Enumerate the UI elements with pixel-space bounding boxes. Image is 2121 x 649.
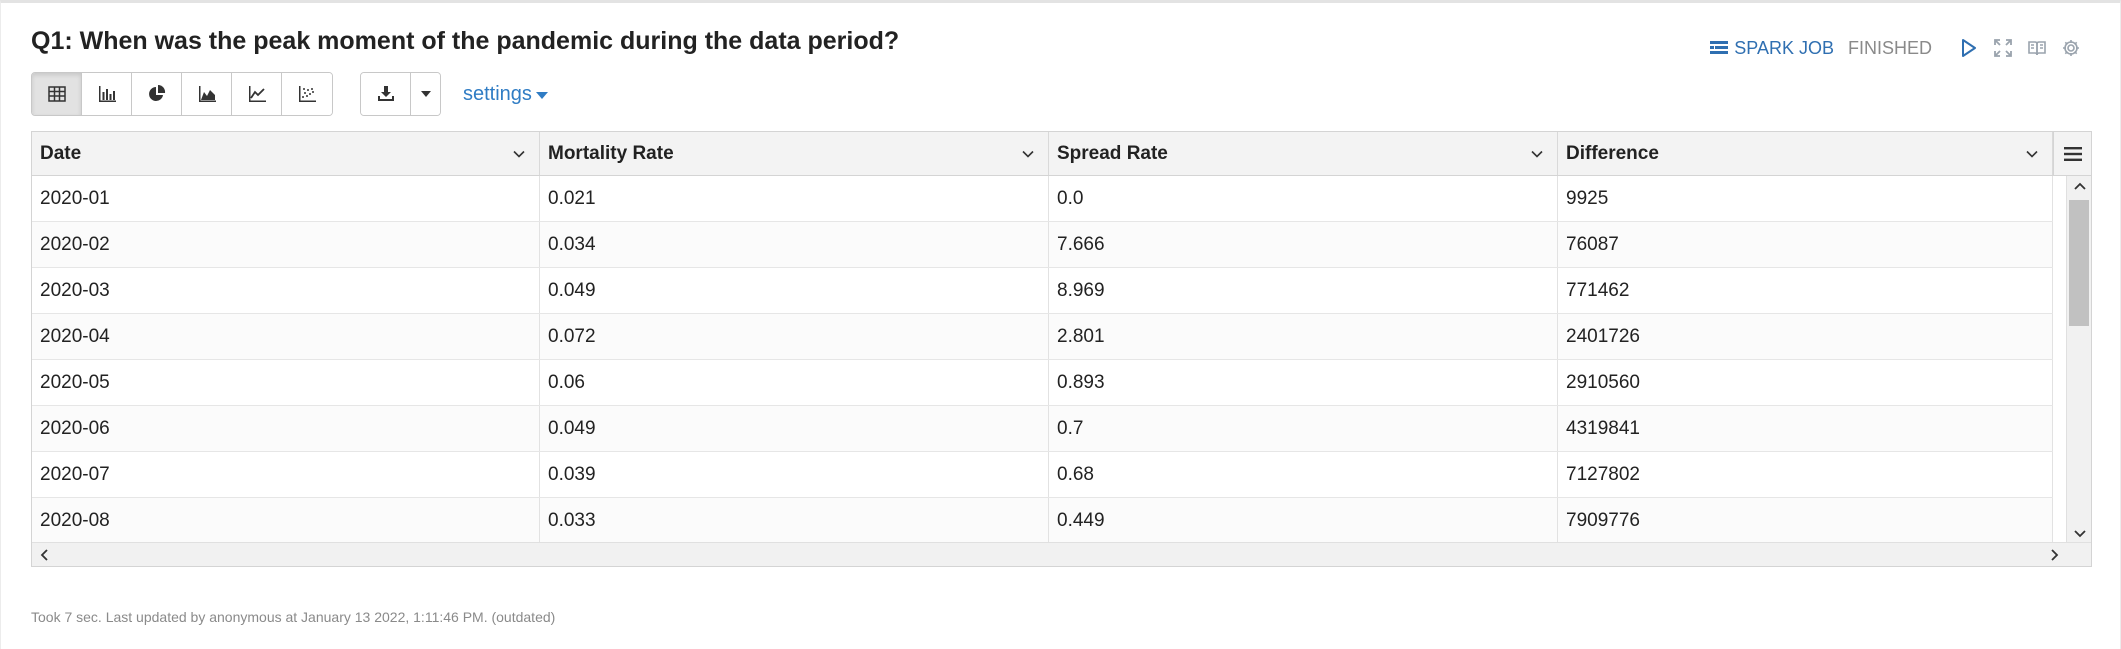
table-row: 2020-06 0.049 0.7 4319841 bbox=[32, 406, 2053, 452]
table-cell: 0.049 bbox=[540, 406, 1049, 451]
table-row: 2020-03 0.049 8.969 771462 bbox=[32, 268, 2053, 314]
table-cell: 0.072 bbox=[540, 314, 1049, 359]
table-cell: 0.049 bbox=[540, 268, 1049, 313]
chevron-down-icon[interactable] bbox=[1022, 148, 1034, 160]
caret-down-icon bbox=[420, 91, 431, 97]
area-chart-icon bbox=[198, 86, 216, 102]
column-header-difference[interactable]: Difference bbox=[1558, 132, 2053, 175]
table-cell: 2020-04 bbox=[32, 314, 540, 359]
table-cell: 9925 bbox=[1558, 176, 2053, 221]
table-cell: 2020-02 bbox=[32, 222, 540, 267]
column-header-label: Difference bbox=[1566, 142, 1659, 164]
scroll-left-icon[interactable] bbox=[32, 543, 56, 566]
table-row: 2020-01 0.021 0.0 9925 bbox=[32, 176, 2053, 222]
table-cell: 0.034 bbox=[540, 222, 1049, 267]
vertical-scroll-thumb[interactable] bbox=[2069, 200, 2089, 326]
table-cell: 0.033 bbox=[540, 498, 1049, 543]
table-row: 2020-08 0.033 0.449 7909776 bbox=[32, 498, 2053, 544]
table-cell: 0.0 bbox=[1049, 176, 1558, 221]
caret-down-icon bbox=[535, 91, 548, 99]
visualization-toolbar: settings bbox=[31, 72, 548, 116]
scroll-down-icon[interactable] bbox=[2067, 524, 2091, 544]
download-dropdown-button[interactable] bbox=[411, 73, 440, 115]
table-cell: 0.893 bbox=[1049, 360, 1558, 405]
vertical-scrollbar[interactable] bbox=[2066, 176, 2091, 544]
line-chart-button[interactable] bbox=[232, 73, 282, 115]
table-cell: 2020-05 bbox=[32, 360, 540, 405]
table-cell: 2401726 bbox=[1558, 314, 2053, 359]
table-icon bbox=[47, 86, 66, 102]
scroll-up-icon[interactable] bbox=[2067, 176, 2091, 196]
table-cell: 2020-01 bbox=[32, 176, 540, 221]
pie-chart-button[interactable] bbox=[132, 73, 182, 115]
table-cell: 771462 bbox=[1558, 268, 2053, 313]
status-label: FINISHED bbox=[1847, 37, 1932, 58]
table-cell: 4319841 bbox=[1558, 406, 2053, 451]
column-header-spread-rate[interactable]: Spread Rate bbox=[1049, 132, 1558, 175]
table-cell: 2020-03 bbox=[32, 268, 540, 313]
table-cell: 8.969 bbox=[1049, 268, 1558, 313]
scatter-chart-icon bbox=[299, 86, 316, 102]
table-cell: 0.68 bbox=[1049, 452, 1558, 497]
table-cell: 0.06 bbox=[540, 360, 1049, 405]
column-header-date[interactable]: Date bbox=[32, 132, 540, 175]
table-row: 2020-07 0.039 0.68 7127802 bbox=[32, 452, 2053, 498]
column-header-mortality-rate[interactable]: Mortality Rate bbox=[540, 132, 1049, 175]
table-header: Date Mortality Rate Spread Rate Differen… bbox=[32, 132, 2053, 176]
chevron-down-icon[interactable] bbox=[1531, 148, 1543, 160]
table-cell: 0.7 bbox=[1049, 406, 1558, 451]
table-cell: 2020-07 bbox=[32, 452, 540, 497]
area-chart-button[interactable] bbox=[182, 73, 232, 115]
download-button[interactable] bbox=[361, 73, 411, 115]
table-cell: 7909776 bbox=[1558, 498, 2053, 543]
chart-type-group bbox=[31, 72, 333, 116]
spark-job-icon bbox=[1710, 41, 1729, 54]
bar-chart-button[interactable] bbox=[82, 73, 132, 115]
results-table: Date Mortality Rate Spread Rate Differen… bbox=[31, 131, 2092, 567]
horizontal-scrollbar[interactable] bbox=[32, 542, 2091, 566]
chevron-down-icon[interactable] bbox=[2026, 148, 2038, 160]
scroll-right-icon[interactable] bbox=[2043, 543, 2067, 566]
table-cell: 0.021 bbox=[540, 176, 1049, 221]
column-header-label: Spread Rate bbox=[1057, 142, 1168, 164]
settings-dropdown[interactable]: settings bbox=[463, 83, 548, 106]
book-icon[interactable] bbox=[2026, 37, 2048, 59]
settings-label: settings bbox=[463, 82, 532, 105]
table-cell: 7127802 bbox=[1558, 452, 2053, 497]
scatter-chart-button[interactable] bbox=[282, 73, 332, 115]
table-cell: 0.039 bbox=[540, 452, 1049, 497]
bar-chart-icon bbox=[98, 86, 116, 102]
table-cell: 2020-06 bbox=[32, 406, 540, 451]
table-row: 2020-02 0.034 7.666 76087 bbox=[32, 222, 2053, 268]
table-cell: 2.801 bbox=[1049, 314, 1558, 359]
table-view-button[interactable] bbox=[32, 73, 82, 115]
table-cell: 2910560 bbox=[1558, 360, 2053, 405]
run-icon[interactable] bbox=[1958, 37, 1980, 59]
line-chart-icon bbox=[248, 86, 266, 102]
grid-menu-button[interactable] bbox=[2053, 132, 2091, 176]
table-cell: 76087 bbox=[1558, 222, 2053, 267]
table-cell: 0.449 bbox=[1049, 498, 1558, 543]
spark-job-label: SPARK JOB bbox=[1734, 37, 1834, 58]
chevron-down-icon[interactable] bbox=[513, 148, 525, 160]
expand-icon[interactable] bbox=[1992, 37, 2014, 59]
table-cell: 7.666 bbox=[1049, 222, 1558, 267]
column-header-label: Mortality Rate bbox=[548, 142, 674, 164]
table-row: 2020-05 0.06 0.893 2910560 bbox=[32, 360, 2053, 406]
paragraph-title: Q1: When was the peak moment of the pand… bbox=[31, 27, 900, 55]
column-header-label: Date bbox=[40, 142, 82, 164]
table-cell: 2020-08 bbox=[32, 498, 540, 543]
table-body: 2020-01 0.021 0.0 9925 2020-02 0.034 7.6… bbox=[32, 176, 2053, 544]
download-group bbox=[360, 72, 441, 116]
execution-footer: Took 7 sec. Last updated by anonymous at… bbox=[31, 609, 556, 625]
spark-job-link[interactable]: SPARK JOB bbox=[1710, 38, 1834, 59]
download-icon bbox=[377, 86, 394, 101]
pie-chart-icon bbox=[148, 85, 165, 101]
gear-icon[interactable] bbox=[2060, 37, 2082, 59]
paragraph-controls: SPARK JOB FINISHED bbox=[1710, 37, 2082, 59]
hamburger-icon bbox=[2063, 146, 2082, 161]
table-row: 2020-04 0.072 2.801 2401726 bbox=[32, 314, 2053, 360]
